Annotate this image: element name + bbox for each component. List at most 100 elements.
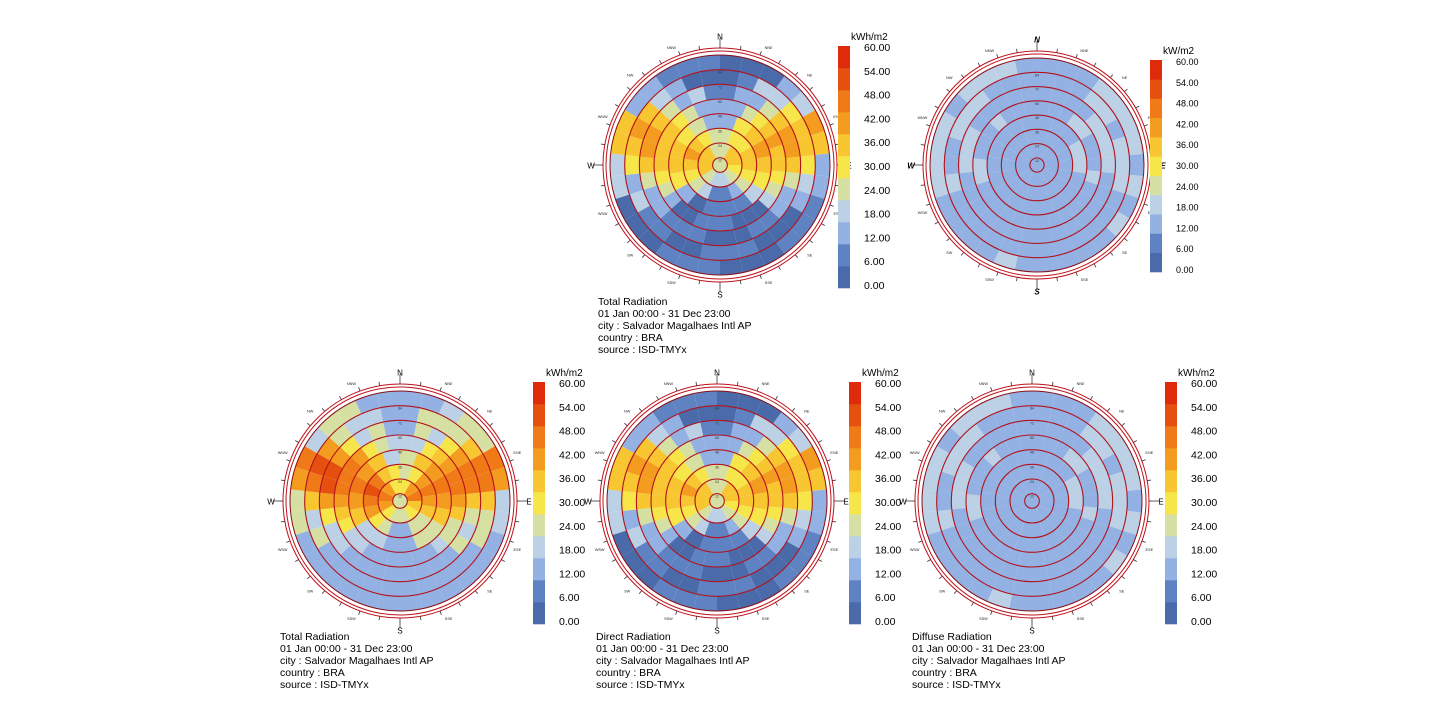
- compass-s: S: [714, 627, 719, 636]
- sky-patch: [1038, 490, 1054, 501]
- compass-tick: [1051, 616, 1054, 621]
- sky-patch: [1053, 236, 1075, 256]
- sky-patch: [720, 143, 731, 159]
- ring-label: 12: [1030, 495, 1034, 499]
- direction-label: SSW: [347, 617, 356, 621]
- sky-patch: [1037, 198, 1055, 215]
- compass-tick: [1075, 271, 1078, 277]
- sky-patch: [955, 460, 975, 481]
- sky-patch: [636, 476, 655, 495]
- compass-tick: [1141, 540, 1146, 543]
- legend-label: 30.00: [1191, 497, 1217, 509]
- sky-patch: [1067, 171, 1087, 190]
- sky-patch: [955, 521, 975, 542]
- sky-patch: [1005, 436, 1022, 455]
- sky-patch: [1095, 102, 1118, 126]
- direction-label: WSW: [278, 548, 288, 552]
- compass-tick: [656, 396, 659, 400]
- sky-patch: [1018, 551, 1032, 567]
- compass-tick: [307, 422, 311, 427]
- sky-patch: [782, 492, 798, 510]
- compass-tick: [1051, 381, 1054, 386]
- direction-label: SSW: [985, 278, 994, 282]
- sky-patch: [720, 243, 740, 261]
- sky-patch: [752, 77, 777, 100]
- sky-patch: [1057, 106, 1075, 125]
- sky-patch: [1032, 405, 1052, 423]
- sky-patch: [1017, 241, 1037, 258]
- legend-swatch: [1165, 426, 1177, 449]
- sky-patch: [694, 391, 717, 408]
- sky-patch: [607, 489, 623, 513]
- sky-patch: [1058, 158, 1073, 172]
- sky-patch: [922, 467, 942, 492]
- sky-patch: [621, 427, 647, 454]
- sky-patch: [1052, 440, 1071, 460]
- legend-label: 12.00: [875, 568, 901, 580]
- sky-patch: [634, 541, 658, 565]
- sky-patch: [1098, 140, 1116, 159]
- ring-label: 84: [718, 71, 722, 75]
- sky-patch: [1083, 494, 1098, 508]
- sky-patch: [968, 217, 991, 241]
- compass-tick: [971, 602, 974, 606]
- sky-patch: [800, 155, 816, 175]
- sky-patch: [968, 89, 991, 113]
- sky-patch: [636, 507, 655, 526]
- altitude-ring: [348, 449, 452, 553]
- compass-tick: [339, 602, 342, 606]
- sky-patch: [758, 64, 785, 88]
- sky-patch: [1051, 504, 1069, 520]
- sky-patch: [1095, 204, 1118, 228]
- sky-patch: [666, 507, 686, 527]
- sky-patch: [1024, 129, 1037, 145]
- sky-patch: [295, 530, 318, 556]
- compass-tick: [934, 221, 939, 225]
- legend-title: kWh/m2: [862, 368, 899, 379]
- compass-rim-inner: [605, 50, 835, 280]
- legend-swatch: [838, 46, 850, 69]
- sky-patch: [695, 501, 711, 512]
- sky-patch: [993, 574, 1016, 595]
- sky-patch: [406, 501, 422, 512]
- sky-patch: [1108, 471, 1127, 493]
- legend-label: 6.00: [1191, 592, 1212, 604]
- sky-patch: [457, 460, 477, 481]
- sky-patch: [625, 173, 644, 195]
- sky-patch: [622, 509, 641, 531]
- sky-patch: [1102, 427, 1128, 454]
- sky-patch: [383, 420, 400, 437]
- altitude-ring: [986, 114, 1088, 216]
- sky-patch: [756, 156, 772, 174]
- legend-label: 12.00: [864, 232, 890, 244]
- sky-patch: [637, 205, 661, 229]
- sky-patch: [694, 594, 717, 611]
- sky-patch: [717, 579, 737, 597]
- legend-label: 6.00: [559, 592, 580, 604]
- altitude-ring: [1029, 157, 1045, 173]
- direction-label: NE: [804, 410, 810, 414]
- altitude-ring: [1009, 478, 1055, 524]
- sky-patch: [966, 506, 984, 522]
- compass-tick: [515, 520, 520, 523]
- sky-patch: [684, 561, 704, 580]
- sky-patch: [717, 464, 730, 481]
- legend-label: 12.00: [559, 568, 585, 580]
- compass-n: N: [1029, 369, 1035, 378]
- sky-patch: [707, 128, 720, 145]
- compass-tick: [1121, 575, 1125, 580]
- compass-tick: [501, 440, 505, 443]
- sky-patch: [748, 475, 768, 495]
- altitude-ring: [943, 71, 1131, 259]
- sky-patch: [1055, 147, 1073, 162]
- sky-patch: [376, 466, 393, 485]
- sky-patch: [400, 535, 418, 553]
- sky-patch: [459, 437, 483, 461]
- sky-patch: [693, 466, 710, 485]
- sky-patch: [382, 535, 400, 553]
- sky-patch: [420, 440, 439, 460]
- sky-patch: [768, 170, 786, 186]
- sky-patch: [733, 407, 756, 428]
- compass-tick: [996, 53, 999, 59]
- sky-patch: [764, 423, 788, 448]
